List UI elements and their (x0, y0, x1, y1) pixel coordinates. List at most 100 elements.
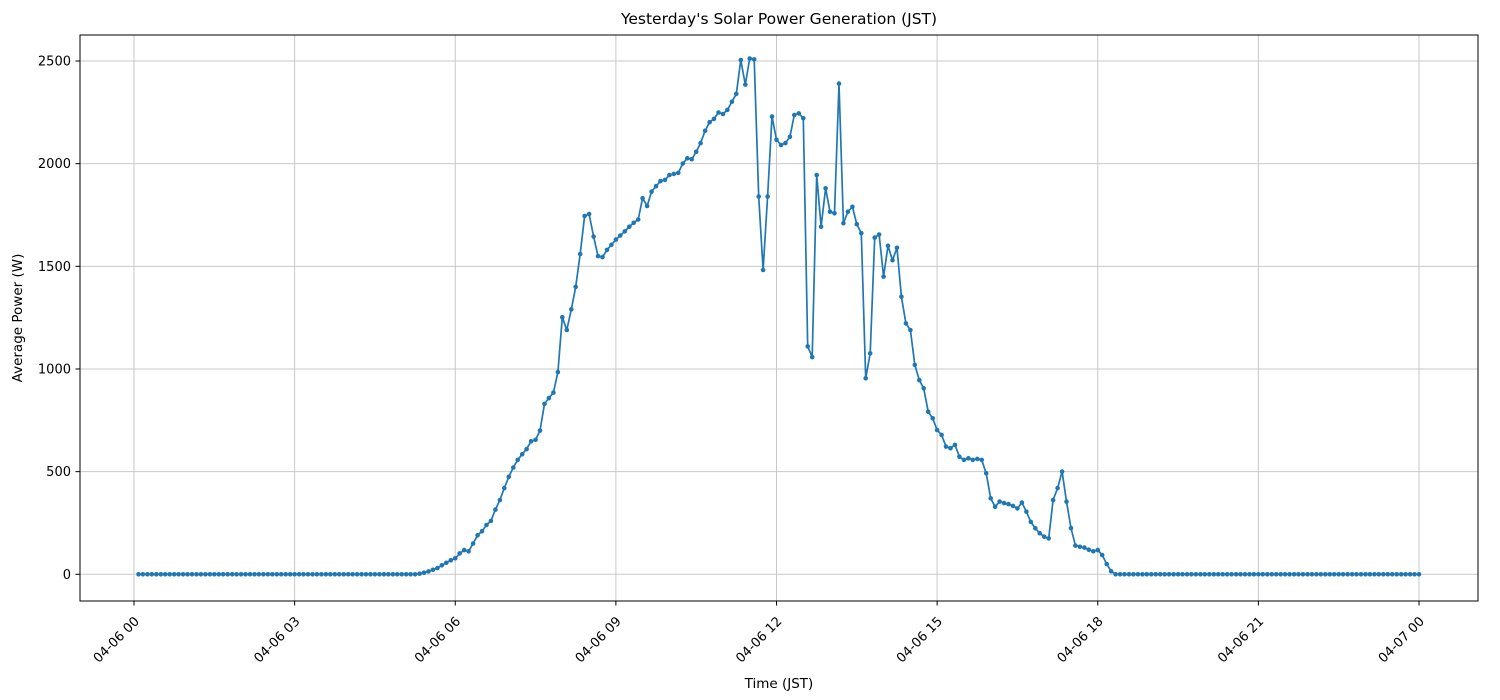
data-point-marker (158, 572, 164, 577)
data-point-marker (961, 457, 967, 463)
data-point-marker (1296, 572, 1301, 577)
data-point-marker (921, 386, 926, 391)
data-point-marker (1278, 572, 1283, 577)
data-point-marker (805, 344, 810, 349)
data-point-marker (448, 558, 454, 563)
data-point-marker (769, 114, 775, 119)
data-point-marker (1077, 544, 1083, 550)
y-axis-label: Average Power (W) (10, 254, 26, 383)
data-point-marker (1242, 572, 1248, 577)
data-point-marker (154, 572, 159, 577)
data-point-marker (1189, 572, 1194, 577)
data-point-marker (1108, 568, 1114, 574)
data-point-marker (787, 134, 793, 140)
data-point-marker (283, 572, 289, 577)
y-tick-label: 1500 (38, 260, 71, 275)
data-point-marker (524, 446, 529, 452)
data-point-marker (292, 572, 297, 577)
data-point-marker (711, 116, 717, 122)
y-tick-label: 2000 (38, 157, 71, 172)
y-tick-label: 0 (63, 568, 71, 583)
data-point-marker (863, 375, 868, 381)
data-point-marker (1140, 572, 1145, 577)
data-point-marker (1340, 572, 1346, 577)
data-point-marker (801, 116, 806, 121)
data-point-marker (515, 457, 520, 463)
data-point-marker (176, 572, 181, 577)
data-point-marker (1367, 572, 1373, 577)
data-point-marker (426, 569, 431, 574)
data-point-marker (760, 267, 766, 273)
data-point-marker (243, 572, 248, 577)
data-point-marker (693, 149, 699, 155)
data-point-marker (323, 572, 329, 577)
data-point-marker (685, 156, 690, 161)
data-point-marker (390, 572, 396, 577)
data-point-marker (403, 572, 409, 577)
data-point-marker (783, 140, 788, 146)
data-point-marker (238, 572, 244, 577)
data-point-marker (631, 220, 636, 226)
data-point-marker (573, 284, 578, 290)
data-point-marker (1046, 536, 1051, 541)
data-point-marker (412, 572, 418, 577)
data-point-marker (1202, 572, 1208, 577)
y-tick-label: 2500 (38, 55, 71, 70)
data-point-marker (1162, 572, 1167, 577)
x-tick-label: 04-06 18 (1055, 614, 1107, 666)
data-point-marker (198, 572, 204, 577)
data-point-marker (484, 522, 489, 528)
power-line-series (137, 57, 1420, 576)
data-point-marker (336, 572, 342, 577)
data-point-marker (270, 572, 275, 577)
data-point-marker (1131, 572, 1136, 577)
data-point-marker (551, 390, 556, 395)
data-point-marker (1363, 572, 1368, 577)
data-point-marker (1001, 500, 1007, 506)
x-tick-label: 04-06 12 (733, 614, 785, 666)
data-point-marker (1233, 572, 1239, 577)
data-point-marker (640, 195, 645, 201)
data-point-marker (1412, 572, 1417, 577)
data-point-marker (1184, 572, 1190, 577)
data-point-marker (1372, 572, 1377, 577)
data-point-marker (408, 572, 413, 577)
data-point-marker (497, 497, 503, 503)
data-point-marker (716, 110, 721, 115)
data-point-marker (421, 570, 427, 575)
data-point-marker (1229, 572, 1234, 577)
data-point-marker (836, 81, 842, 86)
data-point-marker (305, 572, 311, 577)
data-point-marker (372, 572, 378, 577)
data-point-marker (1073, 543, 1078, 548)
data-point-marker (301, 572, 306, 577)
data-point-marker (707, 119, 712, 125)
data-point-marker (470, 541, 476, 546)
data-point-marker (1331, 572, 1337, 577)
data-point-marker (689, 157, 694, 162)
data-point-marker (1122, 572, 1127, 577)
data-point-marker (569, 307, 574, 312)
data-point-marker (1403, 572, 1408, 577)
data-point-marker (720, 111, 726, 117)
data-point-marker (966, 456, 971, 461)
data-point-marker (854, 221, 860, 227)
data-point-marker (1407, 572, 1413, 577)
data-point-marker (1149, 572, 1154, 577)
data-point-marker (676, 170, 681, 176)
data-point-marker (430, 567, 436, 573)
data-point-marker (957, 454, 962, 460)
data-point-marker (948, 445, 953, 451)
data-point-marker (1091, 549, 1096, 554)
data-point-marker (622, 229, 628, 234)
data-point-marker (1171, 572, 1176, 577)
data-point-marker (136, 572, 141, 577)
data-point-marker (1376, 572, 1382, 577)
data-point-marker (1247, 572, 1252, 577)
data-point-marker (162, 572, 168, 577)
data-point-marker (613, 237, 619, 242)
data-point-marker (725, 107, 730, 113)
data-point-marker (319, 572, 324, 577)
data-point-marker (363, 572, 369, 577)
